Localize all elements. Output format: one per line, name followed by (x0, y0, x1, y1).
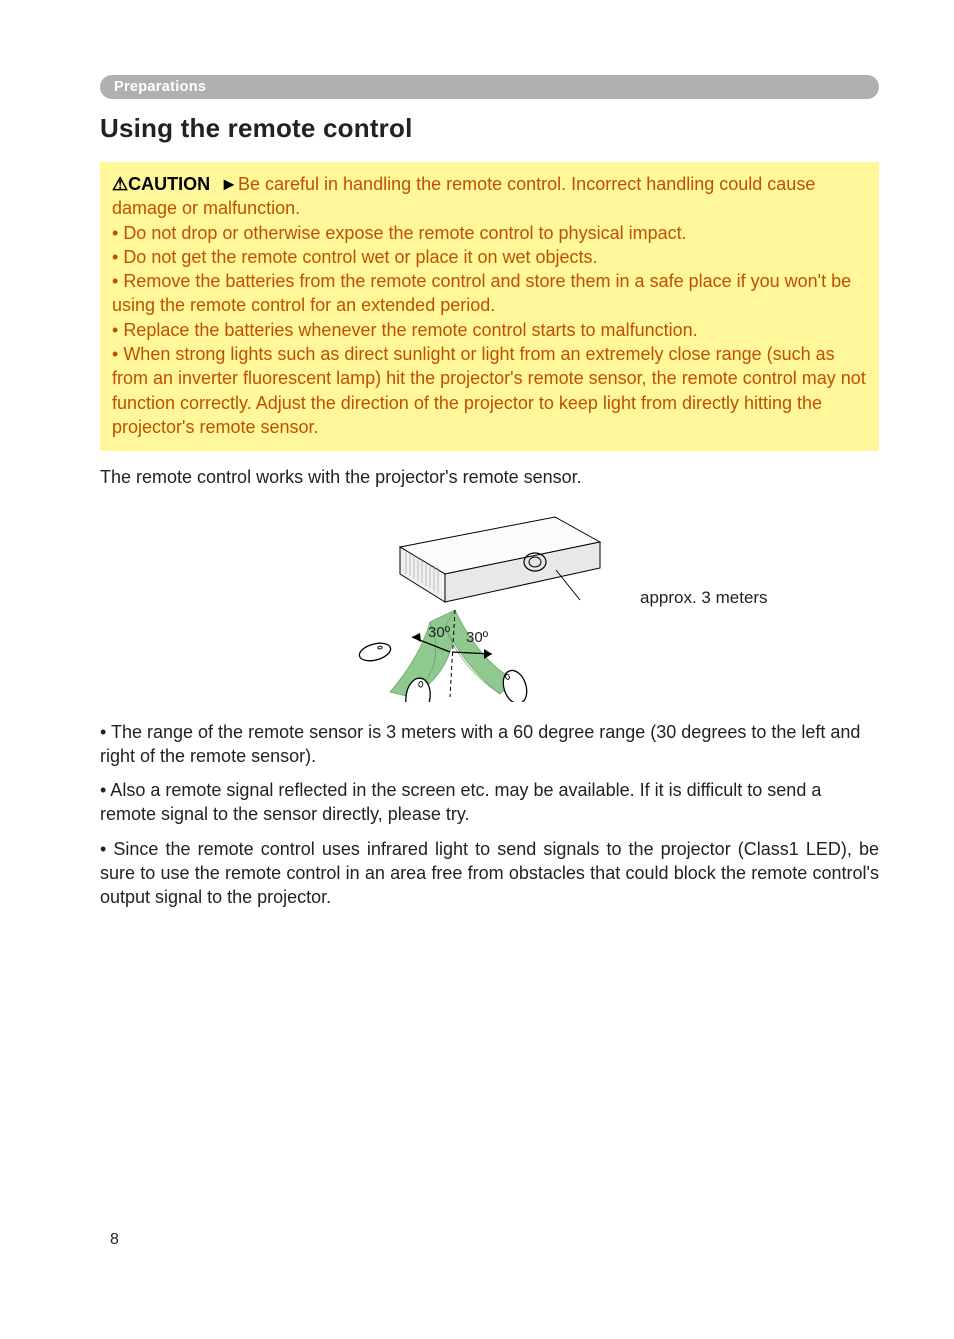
caution-label: CAUTION (128, 174, 210, 194)
intro-text: The remote control works with the projec… (100, 465, 879, 489)
caution-bullet-4-text: Replace the batteries whenever the remot… (123, 320, 697, 340)
caution-bullet-4: • Replace the batteries whenever the rem… (112, 318, 867, 342)
caution-box: ⚠CAUTION ►Be careful in handling the rem… (100, 162, 879, 451)
caution-bullet-1: • Do not drop or otherwise expose the re… (112, 221, 867, 245)
caution-bullet-5-text: When strong lights such as direct sunlig… (112, 344, 866, 437)
sensor-cone-icon (390, 610, 515, 697)
body-paragraph-1: • The range of the remote sensor is 3 me… (100, 720, 879, 769)
projector-icon (400, 517, 600, 602)
body-paragraph-3: • Since the remote control uses infrared… (100, 837, 879, 910)
arrow-right-icon: ► (220, 174, 238, 194)
caution-bullet-1-text: Do not drop or otherwise expose the remo… (123, 223, 686, 243)
caution-bullet-2: • Do not get the remote control wet or p… (112, 245, 867, 269)
body-paragraph-2: • Also a remote signal reflected in the … (100, 778, 879, 827)
page-title: Using the remote control (100, 113, 879, 144)
caution-bullet-3-text: Remove the batteries from the remote con… (112, 271, 851, 315)
remote-right-icon (499, 667, 530, 702)
distance-label: approx. 3 meters (640, 588, 768, 608)
section-header-bar: Preparations (100, 75, 879, 99)
warning-triangle-icon: ⚠ (112, 174, 128, 194)
diagram-svg: 30º 30º (280, 502, 700, 702)
angle-left-label: 30º (428, 624, 451, 641)
caution-lead-text: Be careful in handling the remote contro… (112, 174, 815, 218)
caution-bullet-3: • Remove the batteries from the remote c… (112, 269, 867, 318)
page-number: 8 (110, 1231, 119, 1249)
page-container: Preparations Using the remote control ⚠C… (0, 0, 954, 960)
caution-bullet-2-text: Do not get the remote control wet or pla… (123, 247, 597, 267)
section-header-text: Preparations (114, 79, 206, 95)
remote-sensor-diagram: 30º 30º approx. 3 meters (100, 502, 879, 702)
caution-lead: ⚠CAUTION ►Be careful in handling the rem… (112, 172, 867, 221)
caution-bullet-5: • When strong lights such as direct sunl… (112, 342, 867, 439)
angle-right-label: 30º (466, 629, 489, 646)
remote-left-icon (357, 640, 392, 664)
